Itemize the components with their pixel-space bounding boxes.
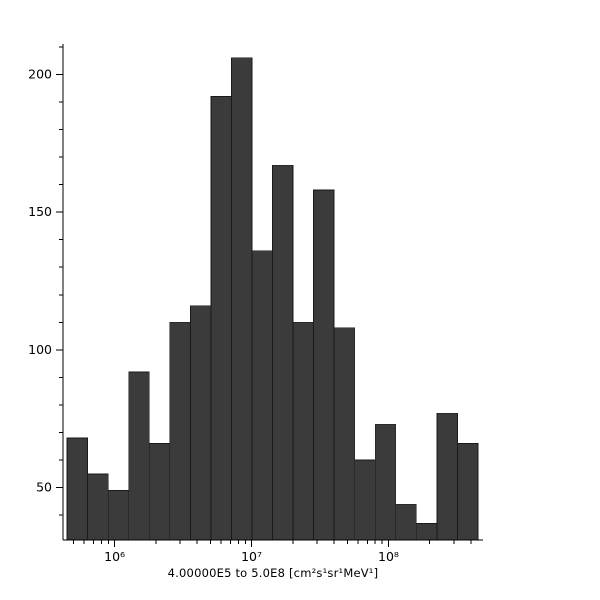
- histogram-bar: [87, 473, 109, 541]
- histogram-bar: [415, 523, 438, 541]
- histogram-bar: [313, 189, 335, 541]
- histogram-bar: [272, 164, 294, 541]
- y-tick-label: 150: [28, 204, 52, 219]
- histogram-bar: [107, 489, 130, 541]
- x-tick-label: 10⁷: [241, 549, 262, 564]
- histogram-bar: [189, 305, 212, 541]
- histogram-bar: [251, 250, 273, 541]
- histogram-bar: [354, 459, 376, 541]
- histogram-bar: [333, 327, 356, 541]
- y-tick-label: 200: [28, 66, 52, 81]
- histogram-bar: [456, 443, 479, 541]
- histogram-bar: [395, 503, 417, 541]
- histogram-bar: [128, 371, 150, 541]
- x-tick-label: 10⁸: [378, 549, 399, 564]
- histogram-bar: [231, 57, 253, 541]
- y-tick-label: 50: [36, 480, 52, 495]
- x-tick-label: 10⁶: [104, 549, 125, 564]
- y-tick-label: 100: [28, 342, 52, 357]
- histogram-bar: [374, 423, 397, 541]
- histogram-bar: [210, 95, 232, 541]
- histogram-bar: [66, 437, 89, 541]
- histogram-bar: [436, 412, 458, 541]
- histogram-bar: [148, 443, 171, 541]
- x-axis-label: 4.00000E5 to 5.0E8 [cm²s¹sr¹MeV¹]: [167, 566, 379, 580]
- histogram-bar: [169, 321, 191, 541]
- histogram-bar: [292, 321, 314, 541]
